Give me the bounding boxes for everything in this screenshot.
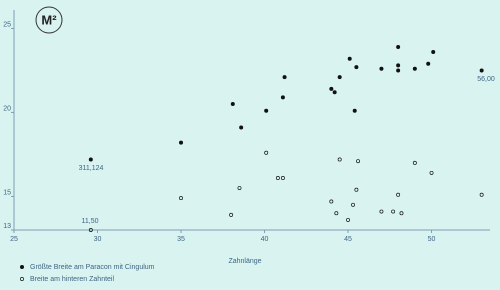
point: [399, 211, 404, 216]
point: [347, 56, 352, 61]
point: [431, 49, 436, 54]
point: [396, 44, 401, 49]
point: [179, 196, 183, 201]
point: [396, 192, 401, 197]
point: [239, 125, 244, 130]
legend-label: Breite am hinteren Zahnteil: [30, 276, 114, 283]
x-tick-label: 35: [177, 236, 185, 243]
x-tick-label: 40: [261, 236, 269, 243]
point: [332, 90, 337, 95]
point: [346, 217, 350, 222]
y-tick-label: 20: [3, 105, 11, 112]
point: [334, 211, 339, 216]
title-circle: [35, 6, 63, 34]
point: [479, 192, 484, 197]
annotation: 56,00: [477, 76, 495, 83]
point: [237, 186, 242, 190]
y-tick-label: 25: [3, 21, 11, 28]
legend-label: Größte Breite am Paracon mit Cingulum: [30, 264, 155, 271]
y-tick-label: 15: [3, 189, 11, 196]
point: [396, 68, 401, 73]
x-tick-label: 45: [344, 236, 352, 243]
legend-marker: [20, 265, 24, 269]
y-tick-label: 13: [3, 223, 11, 230]
x-axis-label: Zahnlänge: [228, 258, 261, 265]
annotation: 311,124: [79, 165, 104, 172]
point: [426, 61, 431, 66]
point: [429, 170, 434, 175]
point: [179, 140, 184, 145]
point: [280, 95, 285, 100]
point: [351, 202, 355, 207]
point: [280, 175, 285, 180]
point: [275, 175, 280, 180]
point: [264, 150, 269, 155]
point: [354, 187, 359, 192]
annotation: 11,50: [82, 218, 99, 225]
point: [479, 68, 484, 73]
point: [230, 102, 235, 107]
point: [88, 228, 93, 232]
point: [337, 157, 342, 162]
x-tick-label: 50: [428, 236, 436, 243]
legend-marker: [20, 277, 24, 281]
point: [412, 66, 417, 71]
point: [412, 160, 417, 165]
x-tick-label: 25: [10, 236, 18, 243]
point: [329, 86, 334, 91]
point: [337, 75, 342, 80]
point: [391, 209, 396, 214]
point: [396, 63, 401, 68]
point: [282, 75, 287, 80]
chart-title: M²: [41, 12, 57, 27]
point: [329, 199, 334, 204]
point: [356, 159, 361, 164]
point: [229, 212, 234, 217]
point: [264, 108, 269, 113]
point: [88, 157, 93, 162]
point: [354, 65, 359, 70]
point: [379, 66, 384, 71]
point: [352, 108, 357, 113]
point: [379, 209, 384, 214]
x-tick-label: 30: [94, 236, 102, 243]
